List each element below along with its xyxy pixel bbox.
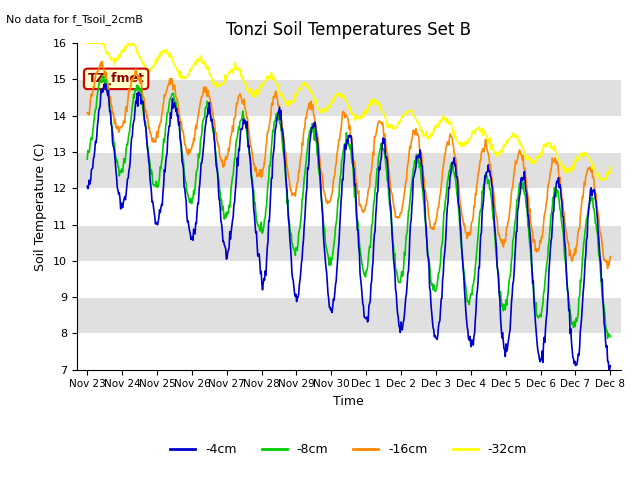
Bar [77,152,621,188]
X-axis label: Time: Time [333,395,364,408]
Bar [77,43,621,80]
Title: Tonzi Soil Temperatures Set B: Tonzi Soil Temperatures Set B [227,21,471,39]
Bar [77,80,621,116]
Text: TZ_fmet: TZ_fmet [88,72,145,85]
Bar [77,225,621,261]
Bar [77,188,621,225]
Bar [77,116,621,152]
Legend: -4cm, -8cm, -16cm, -32cm: -4cm, -8cm, -16cm, -32cm [165,438,532,461]
Bar [77,333,621,370]
Bar [77,297,621,333]
Y-axis label: Soil Temperature (C): Soil Temperature (C) [35,142,47,271]
Text: No data for f_Tsoil_2cmB: No data for f_Tsoil_2cmB [6,14,143,25]
Bar [77,261,621,297]
